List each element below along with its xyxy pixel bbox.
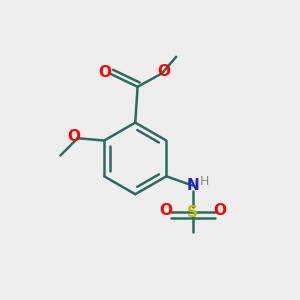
Text: O: O <box>67 129 80 144</box>
Text: S: S <box>187 205 198 220</box>
Text: N: N <box>187 178 199 193</box>
Text: O: O <box>159 203 172 218</box>
Text: O: O <box>157 64 170 79</box>
Text: O: O <box>98 65 111 80</box>
Text: H: H <box>200 175 209 188</box>
Text: O: O <box>213 203 226 218</box>
